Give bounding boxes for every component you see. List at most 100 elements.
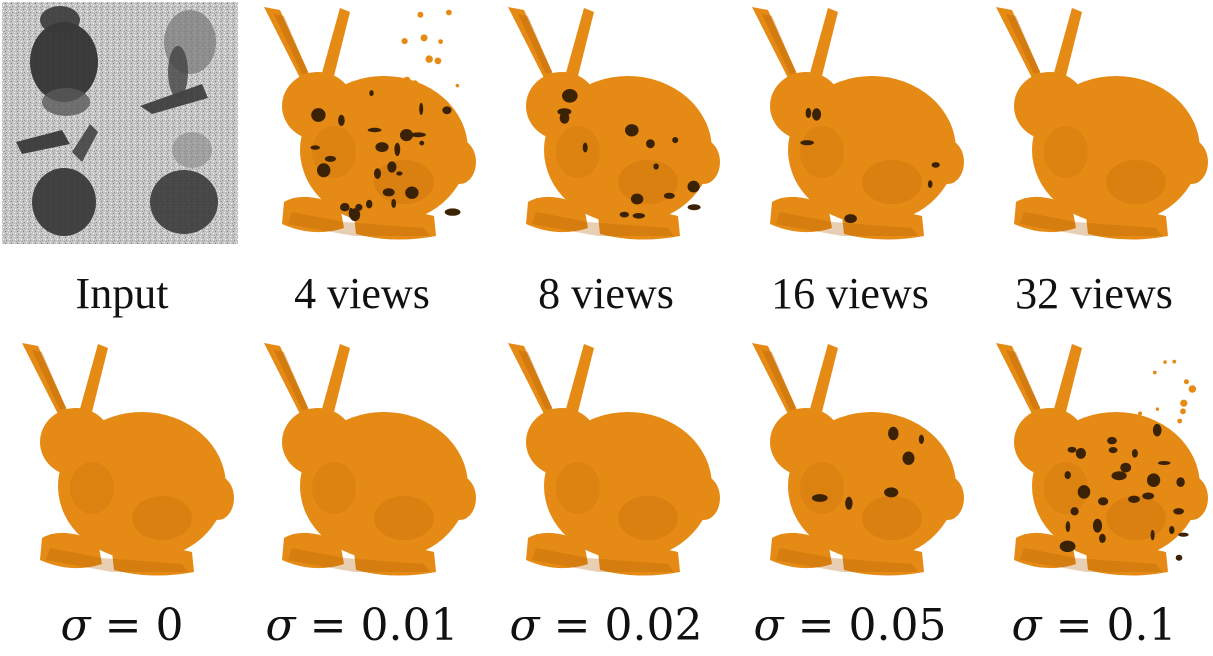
floating-voxel — [1155, 407, 1160, 411]
floating-voxel — [1152, 370, 1157, 375]
reconstruction-hole — [888, 426, 899, 441]
reconstruction-hole — [632, 213, 645, 219]
reconstruction-hole — [812, 108, 822, 121]
floating-voxel — [420, 34, 428, 42]
reconstruction-hole — [1128, 495, 1140, 503]
floating-voxel — [1138, 411, 1143, 416]
reconstruction-hole — [1111, 471, 1127, 481]
reconstruction-hole — [396, 171, 403, 176]
reconstruction-hole — [1098, 497, 1109, 506]
floating-voxel — [402, 76, 411, 85]
reconstruction-hole — [400, 129, 413, 142]
reconstruction-hole — [444, 208, 461, 216]
panel-input — [2, 2, 238, 246]
panel-32-views — [976, 2, 1212, 246]
reconstruction-hole — [918, 434, 924, 444]
reconstruction-hole — [800, 140, 814, 146]
reconstruction-hole — [375, 142, 389, 153]
panel-sigma-0.1 — [976, 338, 1212, 582]
reconstruction-hole — [687, 180, 700, 193]
caption-16-views: 16 views — [771, 269, 929, 318]
reconstruction-hole — [1099, 533, 1106, 543]
reconstruction-hole — [559, 112, 570, 124]
reconstruction-hole — [1059, 540, 1076, 552]
reconstruction-hole — [557, 108, 572, 116]
reconstruction-hole — [410, 132, 426, 138]
reconstruction-hole — [338, 114, 345, 127]
floating-voxel — [417, 11, 424, 18]
reconstruction-hole — [1176, 477, 1185, 487]
reconstruction-hole — [348, 207, 354, 219]
reconstruction-hole — [672, 137, 679, 144]
reconstruction-hole — [442, 106, 452, 115]
reconstruction-hole — [1147, 473, 1161, 487]
floating-voxel — [1180, 399, 1188, 407]
caption-sigma-0.05: σ = 0.05 — [753, 600, 947, 651]
reconstruction-hole — [687, 204, 701, 211]
bunny-reconstruction — [264, 7, 476, 240]
reconstruction-hole — [1157, 461, 1171, 465]
caption-4-views: 4 views — [294, 269, 430, 318]
reconstruction-hole — [324, 155, 336, 162]
caption-input: Input — [75, 269, 169, 318]
bunny-reconstruction — [752, 7, 964, 240]
panel-8-views — [488, 2, 724, 246]
caption-sigma-0.02: σ = 0.02 — [509, 600, 703, 651]
panel-4-views — [244, 2, 480, 246]
floating-voxel — [1172, 359, 1177, 364]
floating-voxel — [438, 39, 443, 44]
bunny-reconstruction — [996, 343, 1208, 576]
reconstruction-hole — [1178, 532, 1189, 537]
bunny-reconstruction — [996, 7, 1208, 240]
bunny-reconstruction — [264, 343, 476, 576]
bunny-reconstruction — [508, 343, 720, 576]
floating-voxel — [401, 38, 408, 45]
reconstruction-hole — [387, 161, 397, 173]
reconstruction-hole — [355, 203, 363, 211]
reconstruction-hole — [394, 142, 401, 157]
floating-voxel — [1183, 379, 1189, 385]
panel-sigma-0.01 — [244, 338, 480, 582]
reconstruction-hole — [927, 180, 933, 189]
caption-sigma-0.1: σ = 0.1 — [1011, 600, 1177, 651]
input-depth-maps — [2, 2, 238, 244]
reconstruction-hole — [1107, 436, 1117, 445]
reconstruction-hole — [317, 163, 331, 178]
reconstruction-hole — [931, 162, 940, 168]
reconstruction-hole — [367, 127, 382, 133]
panel-sigma-0.05 — [732, 338, 968, 582]
panel-sigma-0.02 — [488, 338, 724, 582]
reconstruction-hole — [902, 451, 915, 465]
reconstruction-hole — [845, 496, 853, 510]
floating-voxel — [425, 55, 433, 63]
bunny-reconstruction — [508, 7, 720, 240]
reconstruction-hole — [1075, 448, 1086, 459]
reconstruction-hole — [1131, 449, 1138, 458]
reconstruction-hole — [340, 203, 350, 212]
reconstruction-hole — [1173, 508, 1184, 515]
reconstruction-hole — [1142, 492, 1155, 500]
reconstruction-hole — [884, 487, 899, 498]
reconstruction-hole — [805, 107, 812, 119]
reconstruction-hole — [844, 214, 857, 224]
floating-voxel — [455, 83, 460, 88]
reconstruction-hole — [1067, 446, 1077, 453]
caption-32-views: 32 views — [1015, 269, 1173, 318]
caption-8-views: 8 views — [538, 269, 674, 318]
reconstruction-hole — [311, 108, 326, 122]
reconstruction-hole — [663, 192, 675, 199]
floating-voxel — [1177, 418, 1183, 424]
floating-voxel — [1188, 385, 1197, 393]
reconstruction-hole — [374, 168, 381, 180]
reconstruction-hole — [391, 198, 397, 208]
reconstruction-hole — [1065, 521, 1071, 533]
reconstruction-hole — [1064, 471, 1071, 480]
reconstruction-hole — [811, 494, 828, 502]
reconstruction-hole — [1152, 423, 1162, 437]
reconstruction-hole — [1150, 529, 1155, 541]
reconstruction-hole — [582, 142, 588, 153]
floating-voxel — [410, 80, 419, 89]
panel-sigma-0 — [2, 338, 238, 582]
reconstruction-hole — [419, 102, 424, 115]
reconstruction-hole — [625, 124, 639, 137]
